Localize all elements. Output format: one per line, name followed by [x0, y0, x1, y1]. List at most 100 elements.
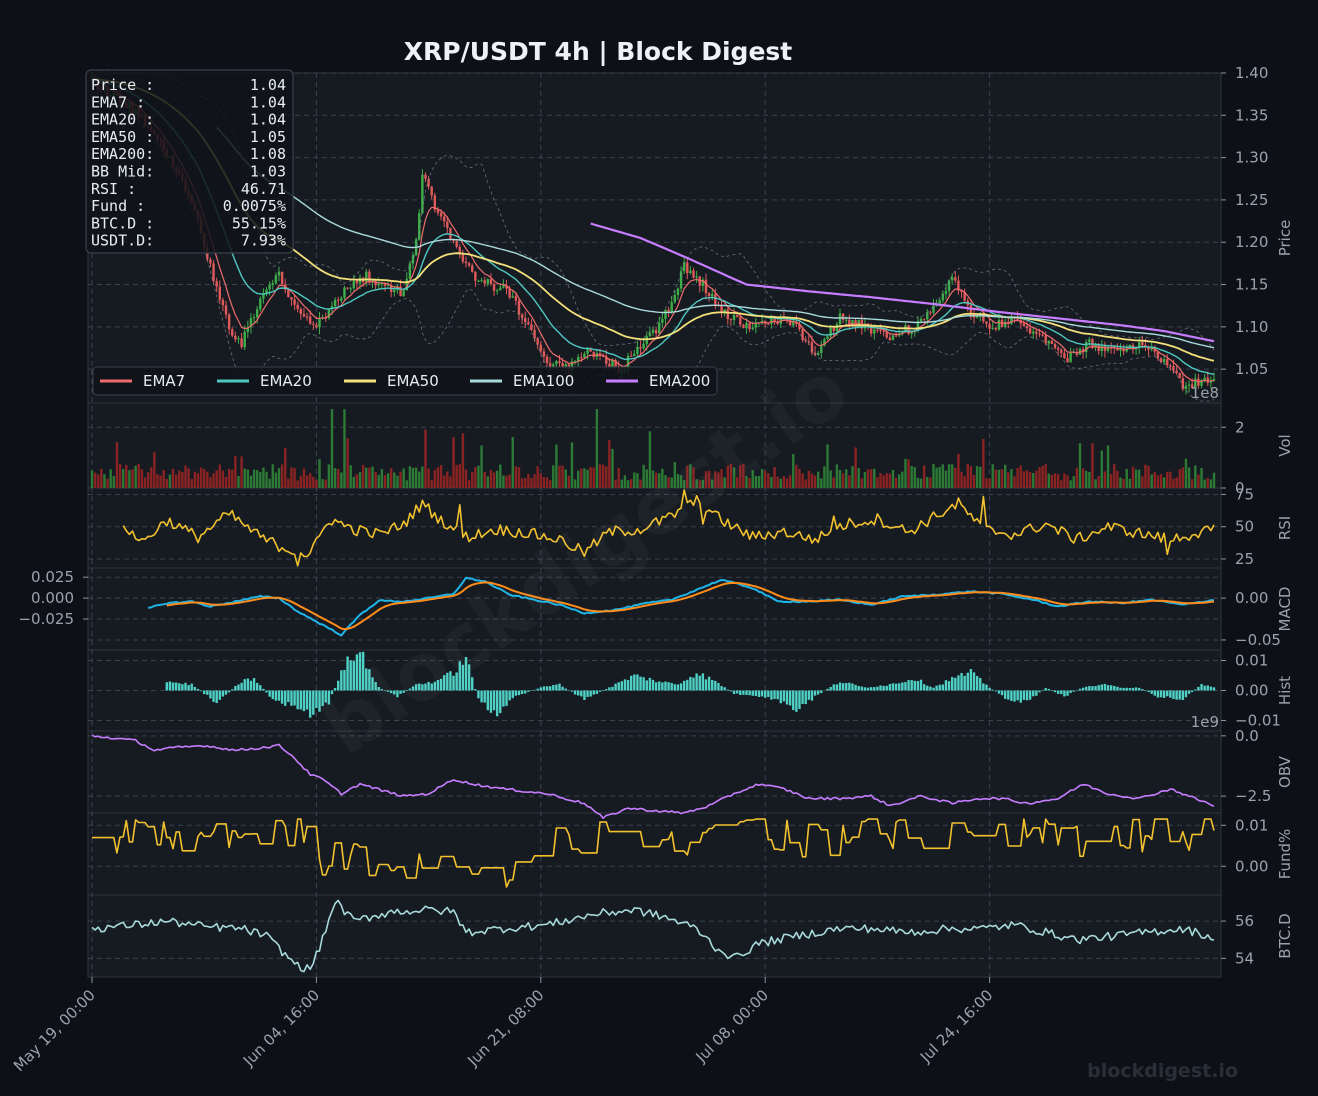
histogram-bar: [664, 681, 667, 691]
histogram-bar: [365, 668, 368, 691]
candle-body: [290, 297, 293, 300]
histogram-bar: [171, 682, 175, 691]
candle-body: [1184, 385, 1188, 390]
histogram-bar: [227, 690, 231, 693]
volume-bar: [589, 467, 592, 488]
histogram-bar: [199, 690, 203, 692]
obv-line: [91, 734, 1215, 819]
histogram-bar: [196, 688, 200, 691]
candle-body: [739, 316, 742, 325]
histogram-bar: [561, 686, 564, 691]
histogram-bar: [891, 683, 895, 691]
volume-bar: [885, 473, 888, 488]
histogram-bar: [1184, 690, 1188, 698]
volume-bar: [714, 471, 717, 488]
volume-bar: [782, 476, 786, 488]
candle-body: [767, 323, 770, 325]
candle-body: [564, 364, 567, 369]
volume-bar: [922, 465, 926, 488]
histogram-bar: [383, 690, 387, 692]
candle-body: [692, 270, 695, 278]
histogram-bar: [1134, 687, 1138, 691]
volume-bar: [209, 477, 212, 488]
candle-body: [558, 360, 561, 364]
candle-body: [1156, 351, 1160, 359]
candle-body: [1041, 334, 1044, 336]
histogram-bar: [1190, 690, 1194, 693]
histogram-bar: [1100, 684, 1103, 691]
candle-body: [296, 304, 299, 309]
volume-bar: [1119, 477, 1122, 488]
volume-bar: [224, 476, 228, 488]
candle-body: [274, 275, 278, 284]
volume-bar: [402, 468, 405, 488]
panel-btcd-frame: [87, 894, 1222, 978]
candle-body: [611, 360, 614, 367]
volume-bar: [1162, 477, 1166, 488]
volume-bar: [1041, 465, 1044, 488]
volume-bar: [954, 467, 957, 488]
volume-bar: [106, 478, 109, 488]
volume-bar: [751, 470, 754, 488]
histogram-bar: [480, 690, 483, 703]
candle-body: [436, 209, 440, 213]
histogram-bar: [268, 690, 271, 697]
histogram-bar: [975, 675, 979, 691]
histogram-bar: [255, 682, 259, 691]
volume-bar: [854, 447, 857, 488]
volume-bar: [810, 473, 814, 488]
volume-bar: [153, 452, 156, 488]
histogram-bar: [330, 690, 334, 695]
volume-bar: [1116, 470, 1119, 488]
volume-bar: [1078, 443, 1082, 488]
candle-body: [626, 355, 630, 370]
histogram-bar: [848, 682, 851, 691]
candle-body: [383, 283, 387, 286]
volume-bar: [346, 438, 349, 488]
volume-bar: [910, 465, 913, 488]
candle-body: [654, 329, 658, 334]
candle-body: [471, 265, 474, 272]
candle-body: [218, 286, 221, 300]
volume-bar: [577, 470, 580, 488]
histogram-bar: [259, 685, 262, 691]
histogram-bar: [308, 690, 312, 718]
histogram-bar: [841, 683, 845, 691]
volume-bar: [290, 467, 293, 488]
candle-body: [841, 313, 845, 320]
volume-bar: [670, 477, 673, 488]
candle-body: [386, 284, 390, 286]
volume-bar: [1050, 474, 1054, 488]
candle-body: [287, 289, 290, 298]
volume-bar: [203, 469, 206, 488]
histogram-bar: [926, 685, 929, 691]
candle-body: [816, 352, 820, 355]
volume-tick-label: 0: [1235, 479, 1245, 497]
histogram-bar: [508, 690, 511, 701]
volume-bar: [580, 468, 583, 488]
histogram-bar: [1212, 687, 1216, 691]
candle-body: [1181, 378, 1185, 390]
fund-axis-title: Fund%: [1276, 829, 1294, 880]
candle-body: [349, 288, 352, 290]
volume-bar: [1032, 472, 1035, 488]
volume-bar: [711, 479, 714, 488]
volume-bar: [1069, 480, 1072, 488]
candle-body: [365, 271, 368, 283]
candle-body: [489, 279, 493, 285]
volume-bar: [109, 469, 112, 488]
histogram-bar: [658, 681, 661, 691]
volume-bar: [159, 475, 162, 488]
ema7-line: [91, 78, 1215, 383]
volume-bar: [1178, 469, 1181, 488]
histogram-bar: [349, 660, 352, 691]
volume-bar: [673, 462, 677, 488]
volume-bar: [1085, 470, 1088, 488]
volume-bar: [838, 470, 842, 488]
histogram-bar: [707, 676, 711, 691]
volume-bar: [436, 467, 440, 488]
volume-bar: [620, 479, 624, 488]
histogram-bar: [1200, 683, 1203, 691]
volume-bar: [299, 475, 303, 488]
histogram-bar: [748, 690, 751, 696]
